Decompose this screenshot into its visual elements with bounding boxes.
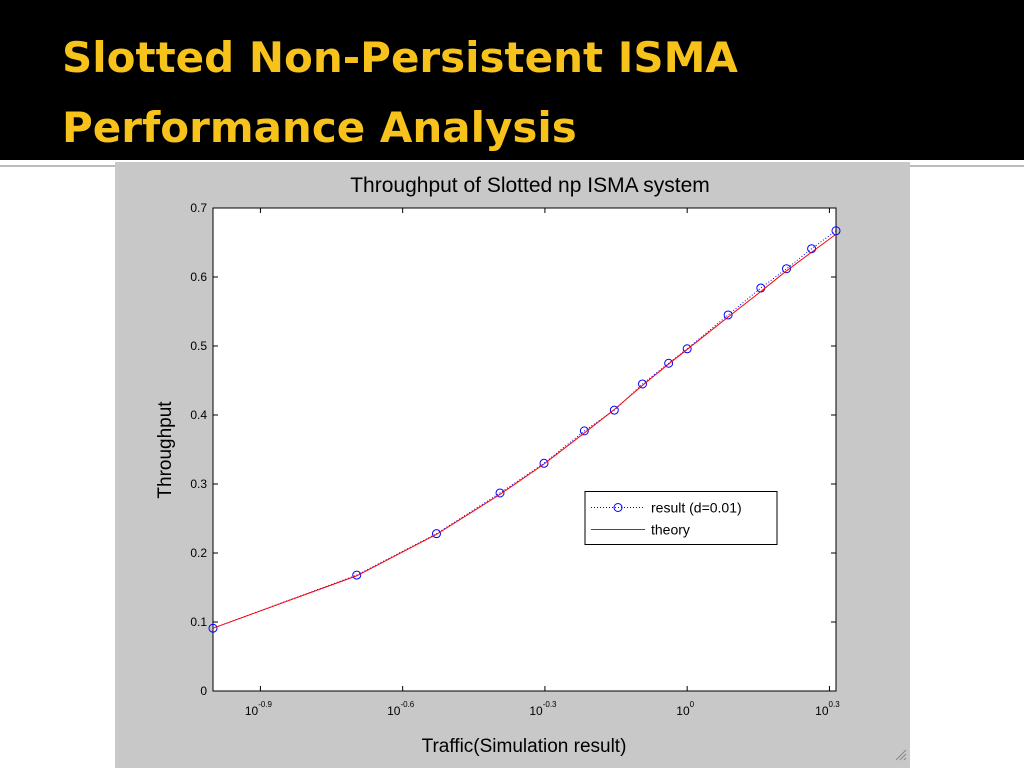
y-axis-label: Throughput: [155, 401, 176, 499]
x-tick-base: 10: [529, 704, 543, 718]
chart-title: Throughput of Slotted np ISMA system: [350, 174, 710, 197]
y-tick-label: 0.2: [190, 546, 207, 560]
x-tick-label: 100.3: [815, 700, 840, 718]
legend-label: result (d=0.01): [651, 500, 742, 516]
x-tick-base: 10: [815, 704, 829, 718]
x-tick-exponent: 0: [690, 700, 695, 709]
y-tick-label: 0: [200, 684, 207, 698]
series-line: [212, 233, 837, 629]
y-tick-label: 0.6: [190, 270, 207, 284]
data-point: [579, 426, 589, 436]
x-tick-label: 10-0.9: [245, 700, 273, 718]
y-tick-label: 0.1: [190, 615, 207, 629]
y-tick-label: 0.3: [190, 477, 207, 491]
data-point: [638, 379, 648, 389]
legend-label: theory: [651, 522, 690, 538]
data-point: [431, 529, 441, 539]
x-tick-label: 100: [676, 700, 694, 718]
data-point: [609, 405, 619, 415]
x-tick-label: 10-0.3: [529, 700, 557, 718]
legend-marker: [613, 503, 623, 512]
x-tick-base: 10: [387, 704, 401, 718]
legend-box: [584, 491, 778, 545]
y-tick-label: 0.7: [190, 201, 207, 215]
data-point: [664, 358, 674, 368]
data-point: [782, 264, 792, 274]
slide-title-line: Slotted Non-Persistent ISMA: [62, 33, 738, 82]
x-axis-label: Traffic(Simulation result): [422, 736, 627, 757]
x-tick-base: 10: [245, 704, 259, 718]
x-tick-exponent: -0.6: [400, 700, 414, 709]
data-point: [352, 570, 362, 580]
data-point: [682, 344, 692, 354]
x-tick-exponent: 0.3: [829, 700, 841, 709]
data-point: [723, 310, 733, 320]
data-point: [539, 458, 549, 468]
data-point: [495, 488, 505, 498]
y-tick-label: 0.5: [190, 339, 207, 353]
series-line: [212, 230, 837, 629]
resize-grip: [895, 749, 907, 761]
slide-title-line: Performance Analysis: [62, 103, 577, 152]
x-tick-label: 10-0.6: [387, 700, 415, 718]
data-point: [208, 623, 218, 633]
plot-area: [212, 207, 837, 692]
y-tick-label: 0.4: [190, 408, 207, 422]
x-tick-base: 10: [676, 704, 690, 718]
title-band: [0, 0, 1024, 160]
x-tick-exponent: -0.9: [258, 700, 272, 709]
x-tick-exponent: -0.3: [543, 700, 557, 709]
